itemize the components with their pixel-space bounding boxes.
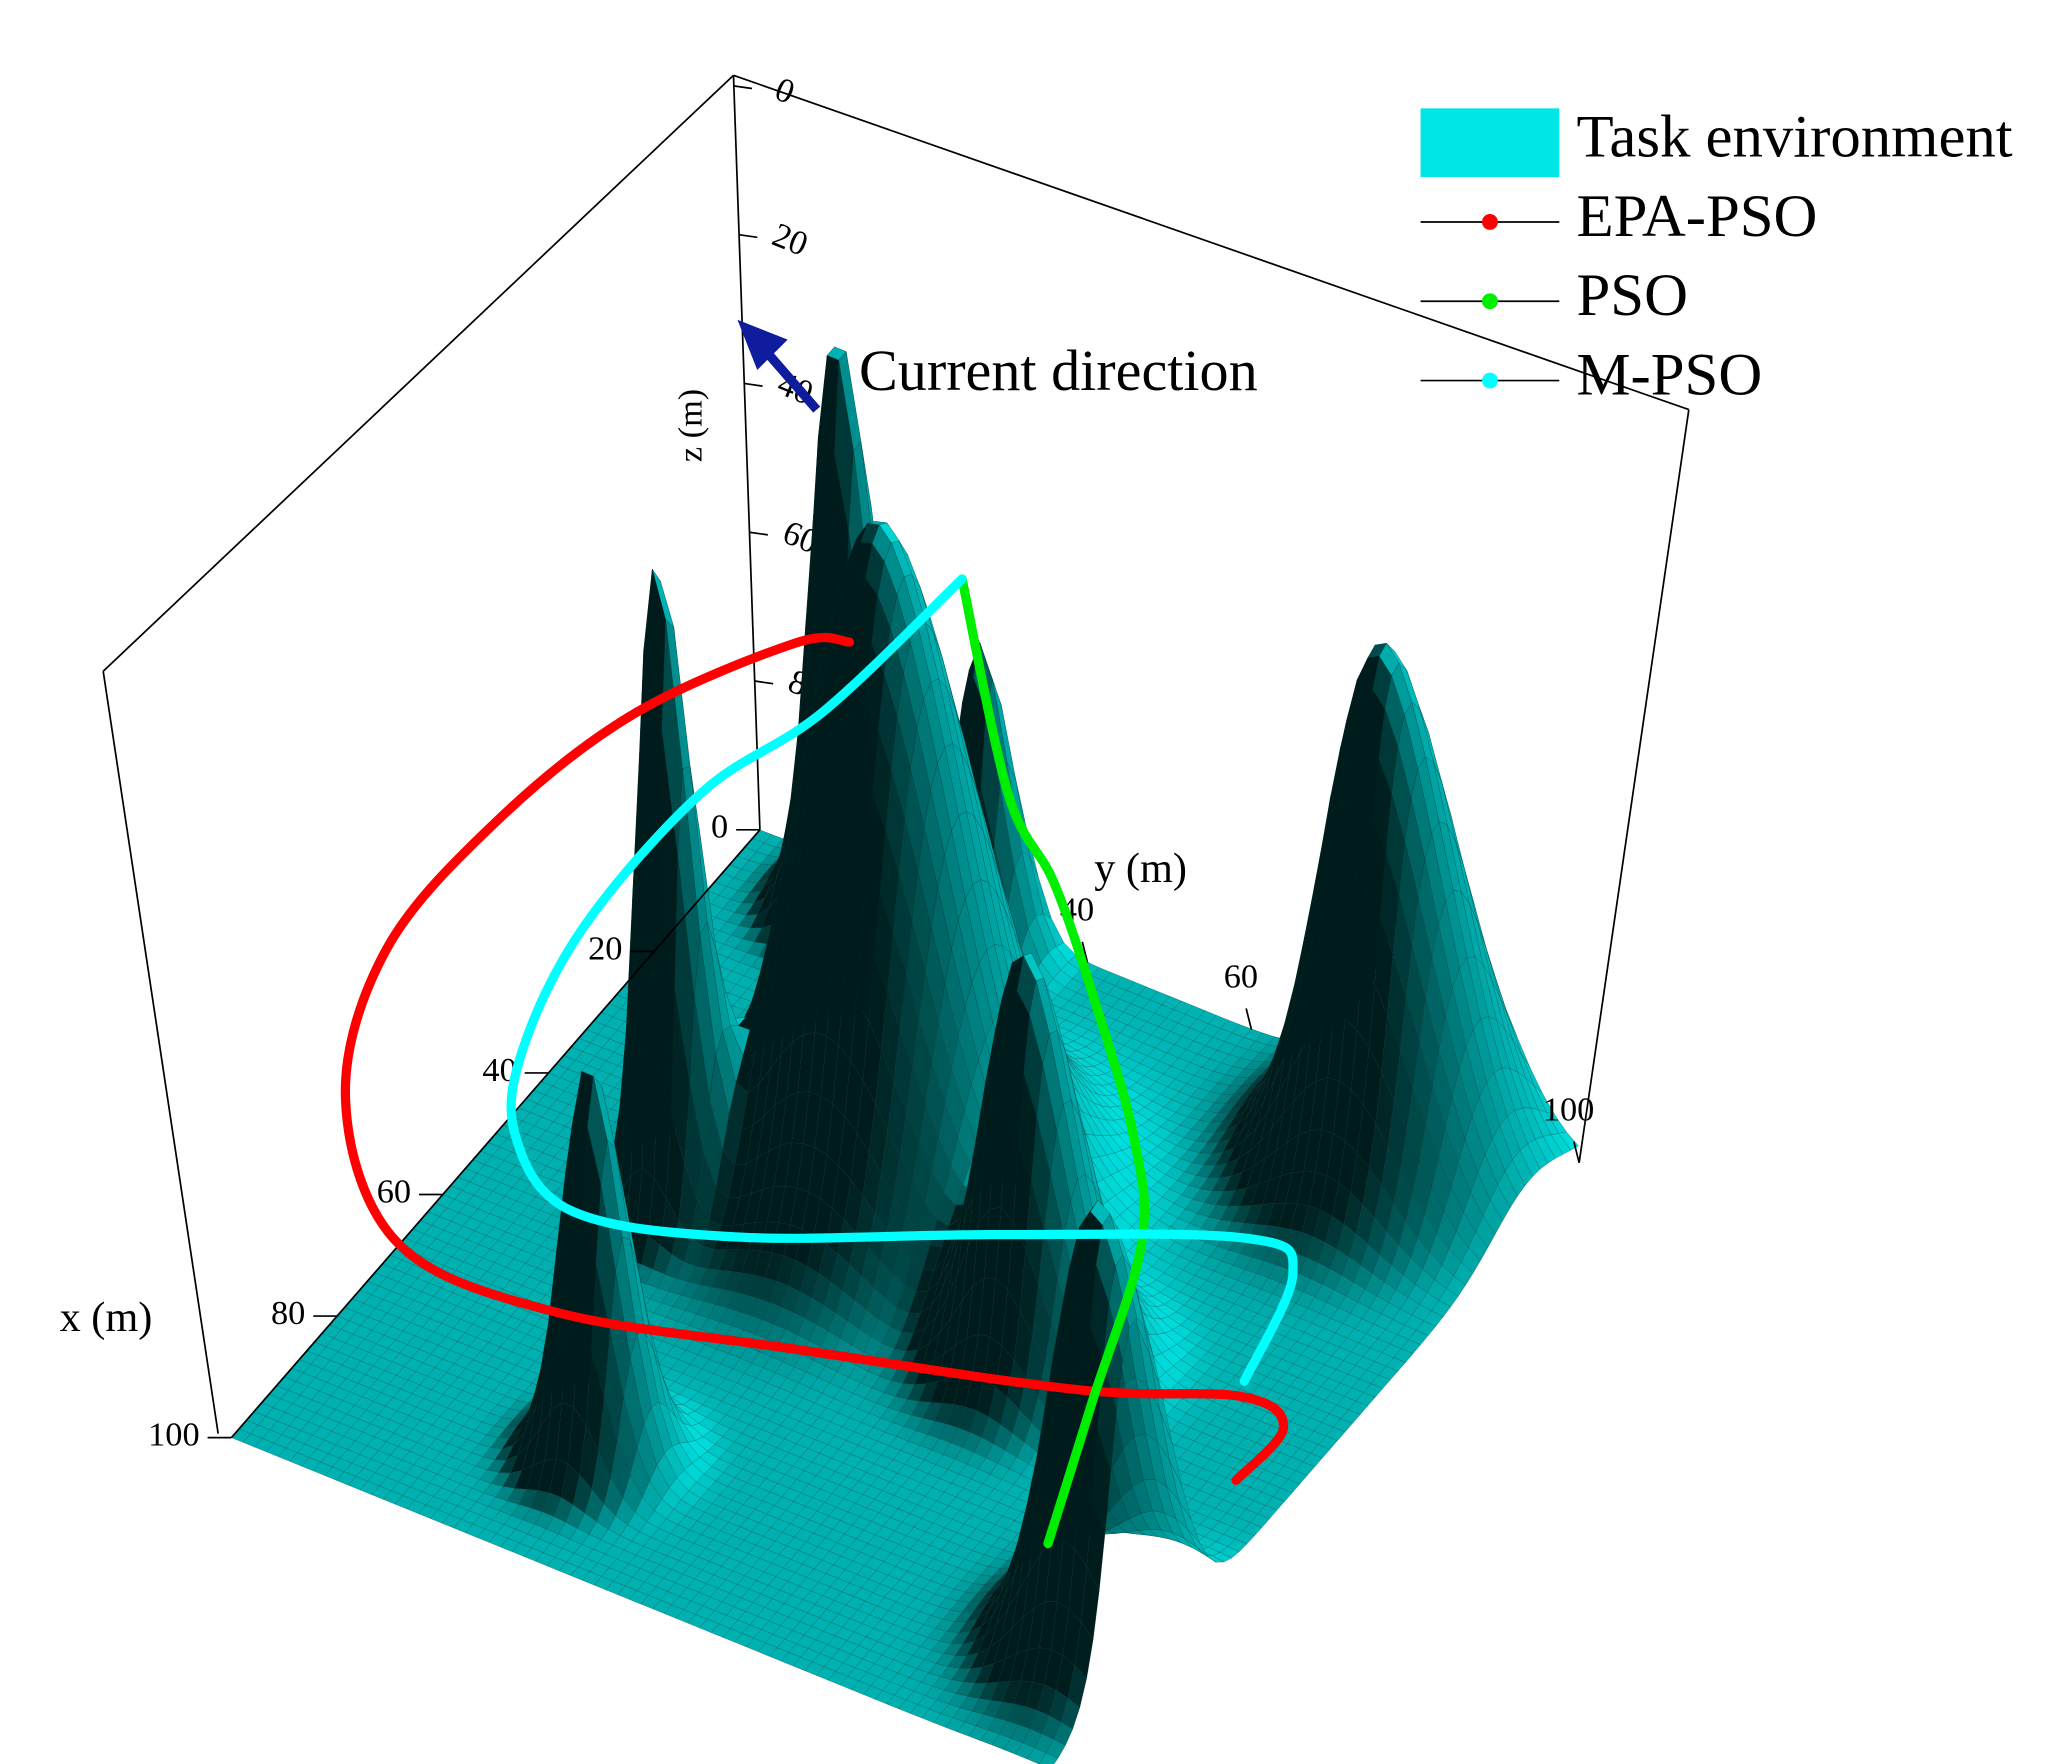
y-tick (1245, 1008, 1253, 1030)
legend-swatch (1420, 108, 1560, 178)
surface (230, 346, 1579, 1764)
z-tick (749, 531, 768, 536)
legend-marker (1482, 372, 1498, 389)
legend-label: PSO (1577, 262, 1688, 329)
x-tick-label: 0 (711, 808, 728, 846)
legend-label: M-PSO (1577, 342, 1763, 409)
z-tick (738, 233, 758, 239)
legend-marker (1482, 214, 1498, 230)
z-tick (743, 382, 763, 387)
x-tick-label: 60 (377, 1172, 411, 1210)
annotation: Current direction (859, 338, 1258, 403)
z-tick-label: 20 (767, 216, 813, 264)
box-edge (733, 74, 1690, 411)
surface-facet (645, 875, 661, 1069)
legend-label: Task environment (1577, 104, 2013, 171)
z-axis-label: z (m) (672, 389, 710, 462)
box-edge (102, 74, 735, 672)
legend: Task environment EPA-PSO PSO M-PSO (1420, 104, 2013, 409)
x-axis-label: x (m) (60, 1294, 153, 1341)
y-axis-label: y (m) (1094, 845, 1187, 892)
z-tick-label: 0 (770, 70, 800, 112)
z-axis-line (732, 75, 761, 830)
x-tick-label: 80 (271, 1294, 305, 1332)
y-tick-label: 60 (1224, 957, 1258, 995)
annotation-group: Current direction (737, 319, 1258, 413)
legend-marker (1482, 293, 1498, 310)
box-edge (1578, 409, 1690, 1163)
y-tick-label: 100 (1543, 1090, 1595, 1128)
legend-label: EPA-PSO (1577, 183, 1818, 250)
z-tick (733, 85, 753, 90)
box-edge (102, 671, 220, 1434)
x-tick-label: 20 (588, 929, 622, 967)
z-tick (754, 680, 774, 685)
x-tick-label: 100 (148, 1416, 200, 1454)
